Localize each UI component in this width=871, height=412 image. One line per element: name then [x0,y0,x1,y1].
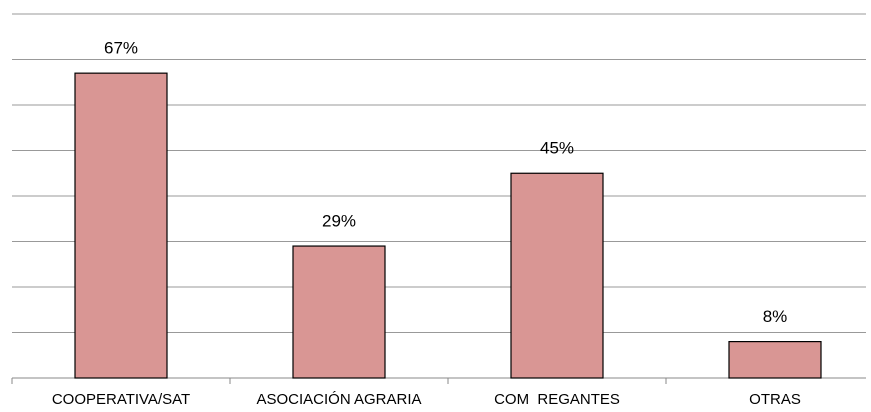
bar [74,72,168,379]
bar [728,341,822,379]
x-tick-label: COOPERATIVA/SAT [52,391,190,408]
bar [510,172,604,379]
x-tick-label: COM REGANTES [494,391,620,408]
data-label: 8% [763,307,788,326]
data-label: 29% [322,212,356,231]
bar [292,245,386,379]
x-tick-label: OTRAS [749,391,801,408]
data-label: 67% [104,39,138,58]
x-tick-label: ASOCIACIÓN AGRARIA [256,391,421,408]
data-label: 45% [540,139,574,158]
